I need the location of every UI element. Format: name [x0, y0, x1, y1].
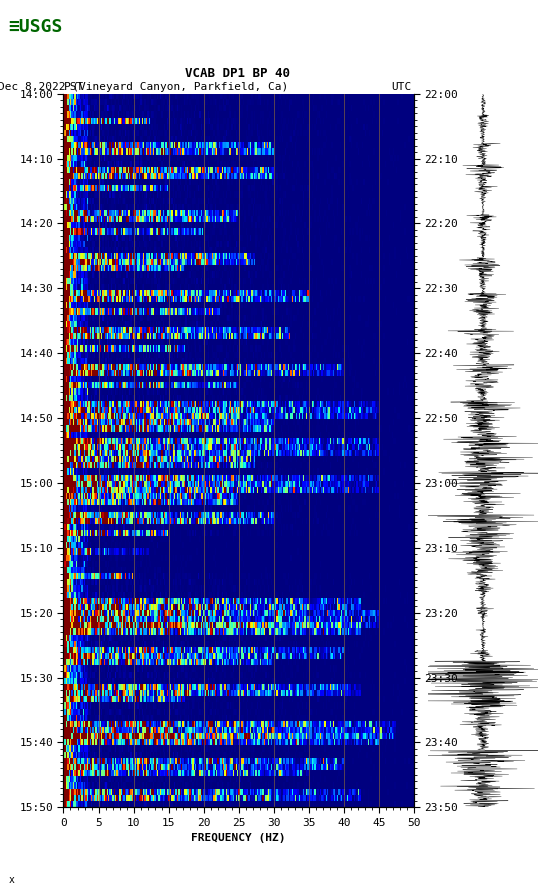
X-axis label: FREQUENCY (HZ): FREQUENCY (HZ) [192, 833, 286, 843]
Text: PST: PST [63, 82, 84, 92]
Text: Dec 8,2022 (Vineyard Canyon, Parkfield, Ca): Dec 8,2022 (Vineyard Canyon, Parkfield, … [0, 82, 289, 92]
Text: UTC: UTC [391, 82, 411, 92]
Text: VCAB DP1 BP 40: VCAB DP1 BP 40 [185, 67, 290, 80]
Text: ≡USGS: ≡USGS [8, 18, 63, 36]
Text: x: x [8, 875, 14, 885]
